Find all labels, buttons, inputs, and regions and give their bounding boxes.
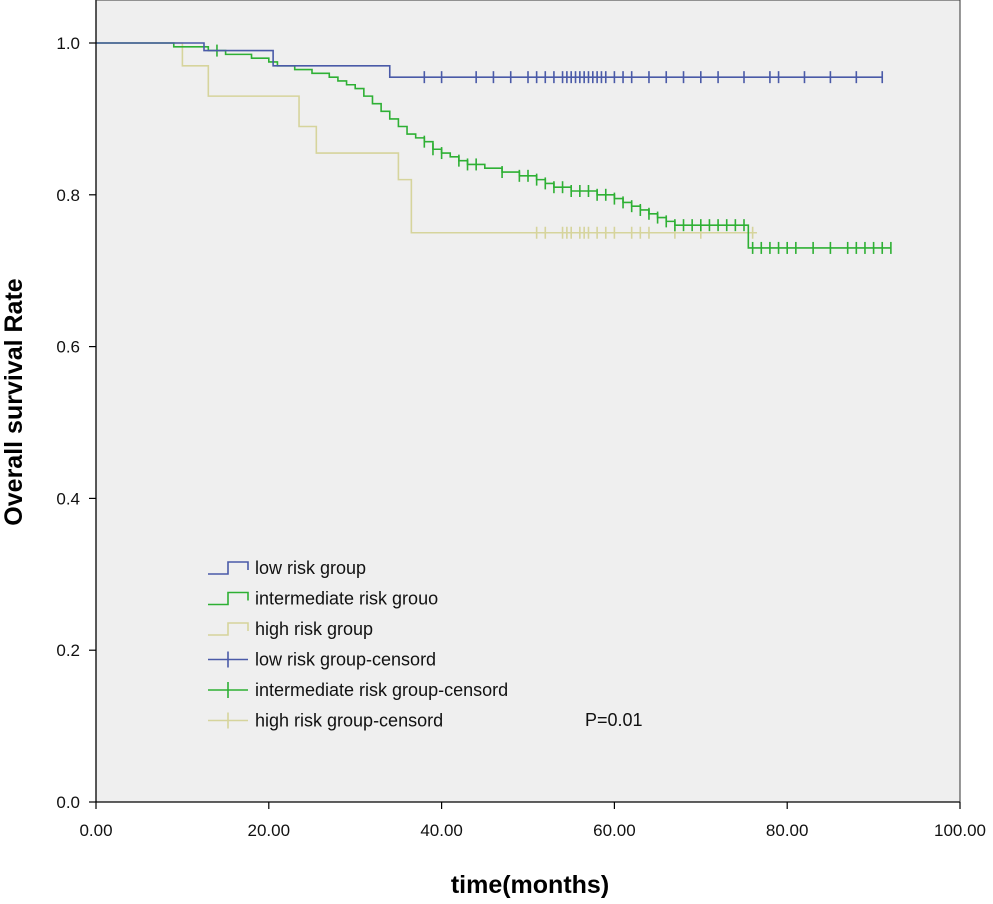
x-tick-label: 80.00: [766, 821, 809, 840]
survival-curve-high: [96, 42, 757, 234]
legend-step-swatch: [208, 622, 249, 636]
x-tick-label: 20.00: [248, 821, 291, 840]
y-tick-label: 0.8: [56, 186, 80, 205]
x-axis-ticks: 0.00 20.00 40.00 60.00 80.00 100.00: [79, 802, 986, 840]
legend-label: high risk group: [255, 619, 373, 639]
series-layer: [96, 42, 892, 254]
y-tick-label: 0.0: [56, 793, 80, 812]
y-tick-label: 0.2: [56, 641, 80, 660]
x-tick-label: 40.00: [420, 821, 463, 840]
x-tick-label: 100.00: [934, 821, 986, 840]
plot-area: [96, 0, 960, 802]
legend-label: intermediate risk grouo: [255, 589, 438, 609]
y-tick-label: 0.6: [56, 338, 80, 357]
x-tick-label: 60.00: [593, 821, 636, 840]
legend-step-swatch: [208, 561, 249, 575]
y-tick-label: 0.4: [56, 489, 80, 508]
y-tick-label: 1.0: [56, 34, 80, 53]
legend-label: low risk group: [255, 558, 366, 578]
y-axis-ticks: 0.0 0.2 0.4 0.6 0.8 1.0: [56, 34, 96, 812]
legend-item: low risk group: [208, 558, 366, 578]
survival-curve-intermediate: [96, 42, 891, 249]
legend-item: high risk group: [208, 619, 373, 639]
legend-item: intermediate risk group-censord: [208, 680, 508, 700]
x-tick-label: 0.00: [79, 821, 112, 840]
legend-item: intermediate risk grouo: [208, 589, 438, 609]
legend-label: intermediate risk group-censord: [255, 680, 508, 700]
legend-step-swatch: [208, 591, 249, 606]
legend-label: high risk group-censord: [255, 711, 443, 731]
legend-item: low risk group-censord: [208, 650, 436, 670]
survival-curve-low: [96, 42, 883, 78]
legend-item: high risk group-censord: [208, 711, 443, 731]
x-axis-title: time(months): [451, 871, 609, 899]
legend: low risk group intermediate risk grouo hig…: [208, 558, 508, 731]
legend-label: low risk group-censord: [255, 650, 436, 670]
y-axis-title: Overall survival Rate: [0, 278, 28, 525]
p-value-annotation: P=0.01: [585, 710, 643, 730]
